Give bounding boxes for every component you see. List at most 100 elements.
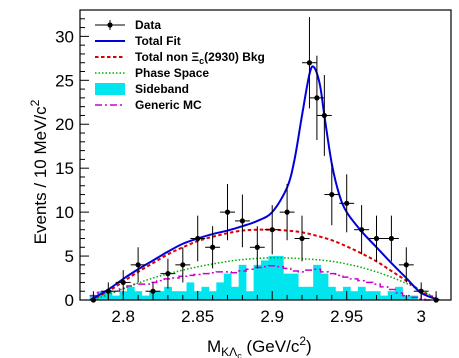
data-point [324,163,340,226]
legend-label: Total Fit [135,34,181,48]
sideband-bin [275,256,284,300]
data-point-marker [284,209,290,215]
y-axis-title: Events / 10 MeV/c2 [28,99,50,244]
data-point-marker [373,235,380,242]
sideband-bin [357,286,366,300]
x-axis-title-sub: KΛ [221,345,237,358]
x-axis-title-main: M [207,337,221,356]
data-point-marker [299,235,305,242]
legend-sample-marker [107,22,113,28]
legend-item-data: Data [95,18,161,32]
x-tick-label: 2.8 [111,307,135,326]
legend-label: Phase Space [135,66,209,80]
data-point-marker [306,60,313,66]
sideband-bin [186,282,195,300]
sideband-bin [328,286,336,300]
data-point [264,205,280,255]
legend-sample-box [95,83,125,95]
sideband-bin [223,273,232,300]
x-axis-title-subsub: c [237,351,242,358]
data-point-marker [344,200,350,206]
data-point-marker [254,244,260,250]
data-point [302,17,317,109]
data-point [249,226,265,269]
generic-mc-step-line [89,264,433,301]
y-axis-ticks: 0 5 10 15 20 25 30 [55,18,89,310]
y-tick-label: 30 [55,27,74,46]
sideband-bin [201,286,210,300]
data-point-marker [239,218,246,224]
data-point-marker [359,227,365,233]
data-point [234,194,250,248]
data-point-marker [195,235,201,242]
data-point [398,247,414,283]
sideband-bin [365,291,374,300]
x-axis-ticks: 2.8 2.85 2.9 2.95 3 [92,291,452,326]
data-point-marker [224,209,231,215]
legend-item-bkg: Total non Ξc(2930) Bkg [95,50,265,66]
data-point-marker [403,262,409,268]
y-axis-title-main: Events / 10 MeV/c [31,106,50,244]
data-point [316,75,332,156]
legend-label: Data [135,18,161,32]
sideband-bin [335,291,344,300]
sideband-bin [298,286,307,300]
x-tick-label: 2.95 [330,307,363,326]
data-point [190,215,206,262]
data-point [354,205,370,255]
data-point-marker [269,227,275,233]
x-axis-title: MKΛc (GeV/c2) [207,334,312,358]
data-point-marker [388,235,395,242]
data-point [339,174,355,233]
sideband-bin [156,291,165,300]
legend-item-phase: Phase Space [95,66,209,80]
sideband-bin [313,264,321,300]
legend-label: Sideband [135,82,189,96]
sideband-bin [141,295,150,300]
sideband-bin [216,282,225,300]
data-point [309,55,325,141]
data-point-marker [165,271,171,277]
sideband-bin [238,264,247,300]
sideband-bin [253,264,262,300]
legend-label: Total non Ξc(2930) Bkg [135,50,265,66]
total-fit-line [89,65,440,301]
data-point-marker [314,95,320,101]
data-point [130,247,146,283]
data-point [205,226,221,269]
data-point [383,215,399,262]
x-axis-title-unit-close: ) [306,337,312,356]
y-axis-title-sup: 2 [28,99,42,106]
sideband-bin [350,291,359,300]
y-tick-label: 15 [55,159,74,178]
plot-frame [79,9,452,301]
x-tick-label: 2.9 [260,307,284,326]
y-tick-label: 10 [55,203,74,222]
y-tick-label: 20 [55,115,74,134]
sideband-bin [112,295,120,300]
generic-mc-curve [89,264,433,301]
sideband-bin [97,291,105,300]
sideband-bin [231,286,239,300]
sideband-bin [290,273,299,300]
data-point [175,247,191,283]
data-point-marker [210,244,216,250]
legend-item-generic: Generic MC [95,98,202,112]
sideband-bin [268,256,277,300]
sideband-bin [320,273,329,300]
x-tick-label: 2.85 [181,307,214,326]
legend-item-fit: Total Fit [95,34,181,48]
data-point [160,258,176,289]
legend: Data Total Fit Total non Ξc(2930) BkgPhase… [95,18,265,112]
data-point [115,270,131,295]
legend-label: Generic MC [135,98,202,112]
sideband-bin [305,286,314,300]
sideband-bin [126,286,135,300]
data-point [279,184,295,241]
sideband-bin [164,286,172,300]
sideband-bin [171,291,180,300]
data-point [294,215,310,262]
sideband-bin [380,295,388,300]
sideband-bin [261,260,269,300]
